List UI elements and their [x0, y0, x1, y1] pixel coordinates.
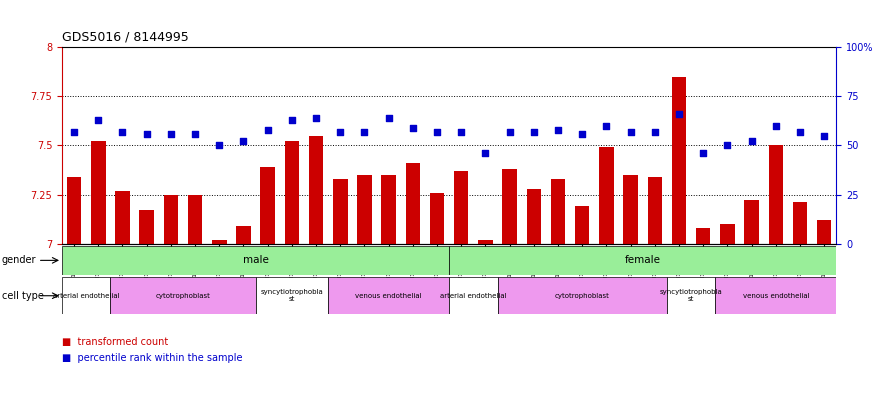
Point — [672, 111, 686, 117]
Bar — [648, 177, 662, 244]
Bar — [497, 277, 667, 314]
Text: ■  transformed count: ■ transformed count — [62, 337, 168, 347]
Text: GDS5016 / 8144995: GDS5016 / 8144995 — [62, 30, 189, 43]
Point — [67, 129, 81, 135]
Point — [551, 127, 566, 133]
Bar — [309, 136, 323, 244]
Bar — [430, 193, 444, 244]
Bar — [454, 171, 468, 244]
Bar — [503, 169, 517, 244]
Text: female: female — [625, 255, 661, 265]
Point — [260, 127, 274, 133]
Point — [91, 117, 105, 123]
Bar — [260, 167, 275, 244]
Bar — [62, 246, 449, 275]
Point — [381, 115, 396, 121]
Point — [599, 123, 613, 129]
Bar — [449, 246, 836, 275]
Bar — [236, 226, 250, 244]
Bar — [66, 177, 81, 244]
Bar — [333, 179, 348, 244]
Point — [769, 123, 783, 129]
Bar — [188, 195, 203, 244]
Point — [793, 129, 807, 135]
Point — [744, 138, 758, 145]
Bar — [550, 179, 566, 244]
Point — [309, 115, 323, 121]
Point — [358, 129, 372, 135]
Text: arterial endothelial: arterial endothelial — [440, 293, 506, 299]
Text: ■  percentile rank within the sample: ■ percentile rank within the sample — [62, 353, 242, 363]
Bar — [115, 191, 130, 244]
Text: gender: gender — [2, 255, 36, 265]
Bar — [715, 277, 836, 314]
Bar — [527, 189, 541, 244]
Bar — [667, 277, 715, 314]
Point — [430, 129, 444, 135]
Bar — [405, 163, 420, 244]
Bar — [768, 145, 783, 244]
Bar — [62, 277, 111, 314]
Point — [624, 129, 638, 135]
Bar — [449, 277, 497, 314]
Point — [479, 150, 493, 156]
Point — [454, 129, 468, 135]
Text: cell type: cell type — [2, 291, 43, 301]
Bar — [111, 277, 256, 314]
Bar — [256, 277, 328, 314]
Text: arterial endothelial: arterial endothelial — [53, 293, 119, 299]
Bar — [575, 206, 589, 244]
Point — [164, 130, 178, 137]
Bar — [212, 240, 227, 244]
Point — [527, 129, 541, 135]
Point — [696, 150, 711, 156]
Point — [817, 132, 831, 139]
Bar — [358, 175, 372, 244]
Bar — [285, 141, 299, 244]
Text: cytotrophoblast: cytotrophoblast — [156, 293, 211, 299]
Point — [212, 142, 227, 149]
Bar — [623, 175, 638, 244]
Point — [188, 130, 202, 137]
Point — [333, 129, 347, 135]
Point — [648, 129, 662, 135]
Text: male: male — [242, 255, 268, 265]
Point — [115, 129, 129, 135]
Point — [503, 129, 517, 135]
Bar — [817, 220, 832, 244]
Text: cytotrophoblast: cytotrophoblast — [555, 293, 610, 299]
Bar — [478, 240, 493, 244]
Bar — [696, 228, 711, 244]
Point — [236, 138, 250, 145]
Point — [285, 117, 299, 123]
Text: venous endothelial: venous endothelial — [743, 293, 809, 299]
Bar — [672, 77, 686, 244]
Point — [720, 142, 735, 149]
Point — [140, 130, 154, 137]
Bar — [140, 210, 154, 244]
Text: syncytiotrophobla
st: syncytiotrophobla st — [260, 289, 323, 302]
Bar — [599, 147, 613, 244]
Bar — [720, 224, 735, 244]
Text: venous endothelial: venous endothelial — [355, 293, 422, 299]
Bar — [164, 195, 178, 244]
Bar — [793, 202, 807, 244]
Point — [575, 130, 589, 137]
Bar — [328, 277, 449, 314]
Point — [405, 125, 419, 131]
Bar — [744, 200, 759, 244]
Bar — [91, 141, 105, 244]
Bar — [381, 175, 396, 244]
Text: syncytiotrophobla
st: syncytiotrophobla st — [659, 289, 722, 302]
